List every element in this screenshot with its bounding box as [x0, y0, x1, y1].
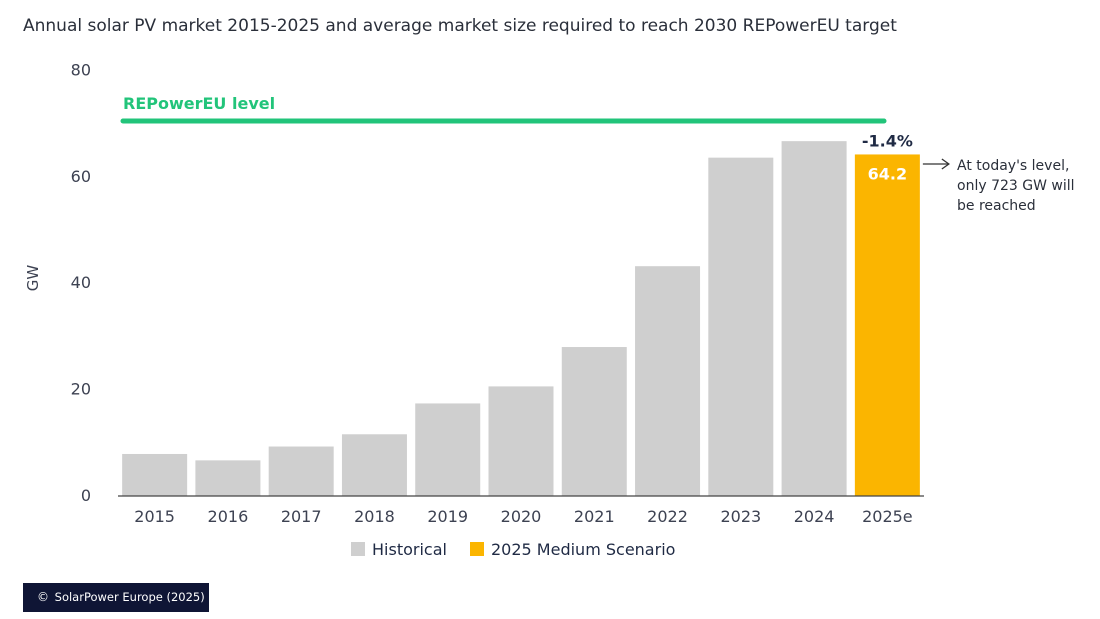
bar-2016 — [195, 460, 261, 496]
chart-title: Annual solar PV market 2015-2025 and ave… — [23, 16, 897, 36]
bar-2018 — [341, 434, 407, 496]
x-axis-ticks: 2015 2016 2017 2018 2019 2020 2021 2022 2023 2024… — [134, 507, 912, 526]
arrow-head-icon — [941, 158, 950, 170]
data-label-2025e: 64.2 — [868, 164, 907, 183]
bars — [122, 141, 920, 496]
annotations: 64.2 -1.4% At today's level, only 723 GW wi… — [862, 131, 1075, 214]
y-tick-label: 0 — [81, 486, 91, 505]
y-axis-ticks: 0 20 40 60 80 — [71, 60, 91, 505]
bar-2024 — [781, 141, 847, 496]
legend-label-historical: Historical — [372, 540, 447, 559]
x-tick-label-2024: 2024 — [794, 507, 835, 526]
legend-swatch-historical — [351, 542, 365, 556]
bar-chart: 0 20 40 60 80 GW 2015 2016 2017 2018 2019 2020 202… — [24, 60, 1075, 559]
x-tick-label-2025e: 2025e — [862, 507, 913, 526]
y-axis-label: GW — [24, 265, 42, 292]
x-tick-label-2017: 2017 — [281, 507, 322, 526]
x-tick-label-2015: 2015 — [134, 507, 175, 526]
legend: Historical 2025 Medium Scenario — [351, 540, 675, 559]
bar-2021 — [561, 347, 627, 496]
legend-label-scenario: 2025 Medium Scenario — [491, 540, 675, 559]
y-tick-label: 60 — [71, 167, 91, 186]
bar-2023 — [708, 157, 774, 496]
x-tick-label-2023: 2023 — [720, 507, 761, 526]
bar-2020 — [488, 386, 554, 496]
copyright-badge: © SolarPower Europe (2025) — [23, 583, 209, 612]
annotation-note: At today's level, only 723 GW will be reac… — [957, 158, 1075, 214]
copyright-text: SolarPower Europe (2025) — [54, 590, 205, 604]
bar-2019 — [415, 403, 481, 496]
y-tick-label: 80 — [71, 60, 91, 79]
y-tick-label: 20 — [71, 380, 91, 399]
copyright-icon: © — [37, 590, 49, 604]
x-tick-label-2022: 2022 — [647, 507, 688, 526]
x-tick-label-2016: 2016 — [208, 507, 249, 526]
x-tick-label-2018: 2018 — [354, 507, 395, 526]
bar-2022 — [635, 266, 701, 496]
x-tick-label-2019: 2019 — [427, 507, 468, 526]
bar-2015 — [122, 453, 188, 496]
change-label: -1.4% — [862, 131, 913, 150]
legend-swatch-scenario — [470, 542, 484, 556]
x-tick-label-2021: 2021 — [574, 507, 615, 526]
bar-2025e — [854, 154, 920, 496]
bar-2017 — [268, 446, 334, 496]
repowereu-label: REPowerEU level — [123, 94, 275, 113]
x-tick-label-2020: 2020 — [501, 507, 542, 526]
y-tick-label: 40 — [71, 273, 91, 292]
